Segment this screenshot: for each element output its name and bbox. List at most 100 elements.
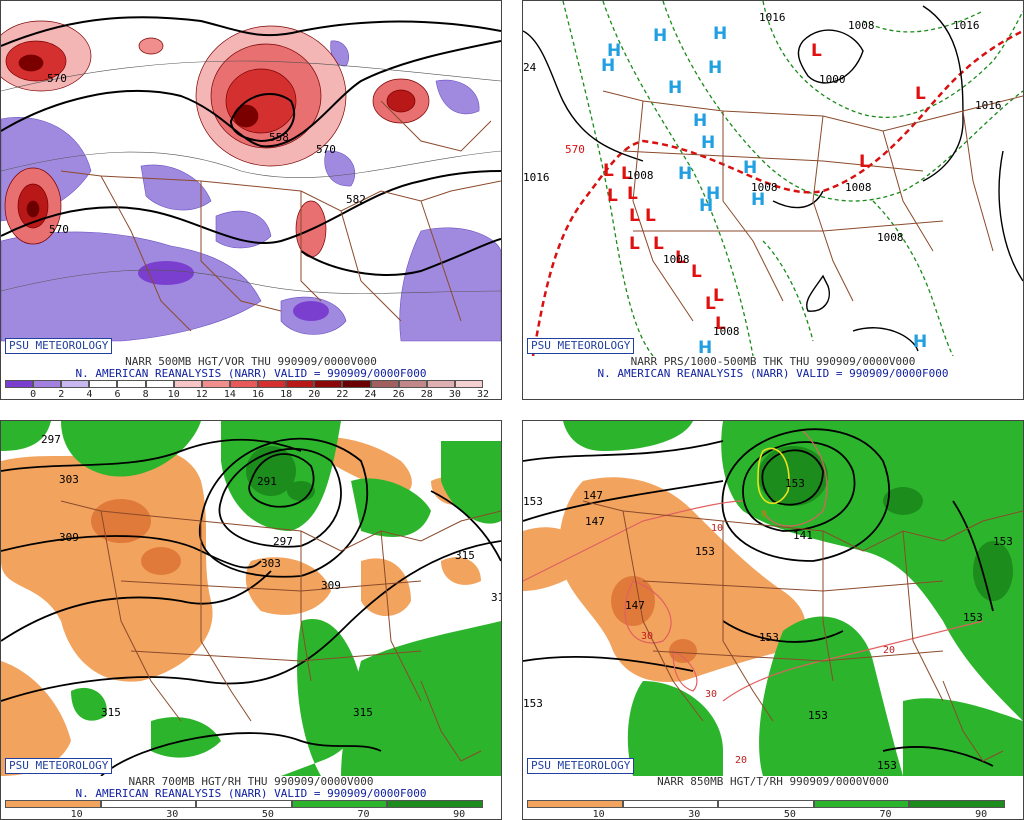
colorbar-label: 4	[86, 389, 93, 400]
freezing-contour	[757, 447, 790, 505]
high-pressure-icon: H	[708, 58, 722, 78]
colorbar-label: 10	[167, 389, 180, 400]
temp-label: 30	[705, 689, 717, 700]
vorticity-colorbar	[5, 380, 483, 388]
dry-areas-850	[523, 477, 806, 682]
colorbar-swatch	[813, 800, 910, 808]
isobar-label: 1000	[819, 73, 846, 86]
colorbar-label: 30	[448, 389, 461, 400]
colorbar-swatch	[100, 800, 197, 808]
colorbar-label: 8	[142, 389, 149, 400]
thickness-label: 24	[523, 61, 537, 74]
contour-label: 153	[523, 495, 543, 508]
panel-700mb-rh: 297 303 309 291 297 303 309 315 315 315 …	[0, 420, 502, 820]
colorbar-swatch	[370, 380, 399, 388]
colorbar-swatch	[258, 380, 287, 388]
contour-label: 309	[321, 579, 341, 592]
colorbar-swatch	[426, 380, 455, 388]
high-pressure-icon: H	[601, 56, 615, 76]
high-pressure-icon: H	[698, 338, 712, 356]
low-pressure-icon: L	[629, 206, 640, 226]
map-700mb: 297 303 309 291 297 303 309 315 315 315 …	[1, 421, 501, 776]
temp-label: 20	[735, 755, 747, 766]
low-pressure-icon: L	[811, 41, 822, 61]
temperature-contours	[523, 430, 984, 702]
contour-label: 147	[585, 515, 605, 528]
colorbar-label: 18	[280, 389, 293, 400]
colorbar-label: 12	[195, 389, 208, 400]
colorbar-label: 26	[392, 389, 405, 400]
isobar-label: 1016	[975, 99, 1002, 112]
high-pressure-icon: H	[668, 78, 682, 98]
low-pressure-icon: L	[629, 234, 640, 254]
low-pressure-icon: L	[607, 186, 618, 206]
colorbar-label: 22	[336, 389, 349, 400]
colorbar-label: 28	[420, 389, 433, 400]
isobar-label: 1008	[848, 19, 875, 32]
moist-dark-850	[758, 446, 1013, 601]
temp-label: 0	[761, 509, 767, 520]
temp-label: 10	[711, 523, 723, 534]
high-pressure-icon: H	[653, 26, 667, 46]
psu-meteorology-badge: PSU METEOROLOGY	[527, 338, 635, 354]
isobar-label: 1008	[751, 181, 778, 194]
colorbar-label: 32	[476, 389, 490, 400]
high-pressure-icon: H	[693, 111, 707, 131]
isobar-label: 1008	[663, 253, 690, 266]
low-pressure-icon: L	[653, 234, 664, 254]
contour-label-570: 570	[47, 72, 67, 85]
colorbar-label: 10	[592, 809, 605, 820]
colorbar-label: 20	[308, 389, 321, 400]
colorbar-label: 6	[114, 389, 121, 400]
colorbar-swatch	[342, 380, 371, 388]
contour-label: 291	[257, 475, 277, 488]
low-pressure-icon: L	[713, 286, 724, 306]
low-pressure-icon: L	[627, 184, 638, 204]
contour-label: 297	[273, 535, 293, 548]
very-dry-areas	[91, 499, 181, 575]
rh-colorbar-labels: 10 30 50 70 90	[1, 809, 501, 820]
high-pressure-icon: H	[713, 24, 727, 44]
isobar-label: 1016	[523, 171, 550, 184]
colorbar-label: 50	[261, 809, 274, 820]
low-pressure-icon: L	[621, 164, 632, 184]
map-500mb: 570 558 570 570 582	[1, 1, 501, 356]
colorbar-swatch	[387, 800, 483, 808]
thickness-570-line	[531, 29, 1023, 356]
low-pressure-icon: L	[859, 152, 870, 172]
contour-label: 141	[793, 529, 813, 542]
panel-subtitle: N. AMERICAN REANALYSIS (NARR) VALID = 99…	[75, 367, 427, 380]
colorbar-swatch	[286, 380, 315, 388]
low-pressure-icon: L	[691, 262, 702, 282]
colorbar-label: 70	[357, 809, 370, 820]
high-pressure-icon: H	[701, 133, 715, 153]
psu-meteorology-badge: PSU METEOROLOGY	[527, 758, 635, 774]
borders-700	[60, 500, 501, 762]
rh-colorbar-labels: 10 30 50 70 90	[523, 809, 1023, 820]
colorbar-label: 30	[166, 809, 179, 820]
colorbar-swatch	[201, 380, 230, 388]
colorbar-swatch	[229, 380, 259, 388]
colorbar-label: 14	[223, 389, 236, 400]
height-contours-700	[1, 437, 501, 776]
colorbar-swatch	[33, 380, 62, 388]
contour-label: 153	[695, 545, 715, 558]
isobar-label: 1008	[845, 181, 872, 194]
high-pressure-icon: H	[743, 158, 757, 178]
thickness-label: 570	[565, 143, 585, 156]
contour-label: 315	[353, 706, 373, 719]
thin-contours	[1, 60, 501, 294]
isobar-label: 1008	[713, 325, 740, 338]
contour-label: 153	[523, 697, 543, 710]
high-pressure-icon: H	[706, 184, 720, 204]
temp-label: 30	[641, 631, 653, 642]
rh-colorbar	[527, 800, 1005, 808]
contour-label: 147	[583, 489, 603, 502]
contour-label: 153	[759, 631, 779, 644]
colorbar-label: 0	[30, 389, 37, 400]
colorbar-swatch	[5, 380, 34, 388]
colorbar-swatch	[909, 800, 1005, 808]
panel-850mb-t-rh: 153 147 147 153 147 153 141 153 153 153 …	[522, 420, 1024, 820]
colorbar-label: 2	[58, 389, 65, 400]
colorbar-swatch	[398, 380, 427, 388]
